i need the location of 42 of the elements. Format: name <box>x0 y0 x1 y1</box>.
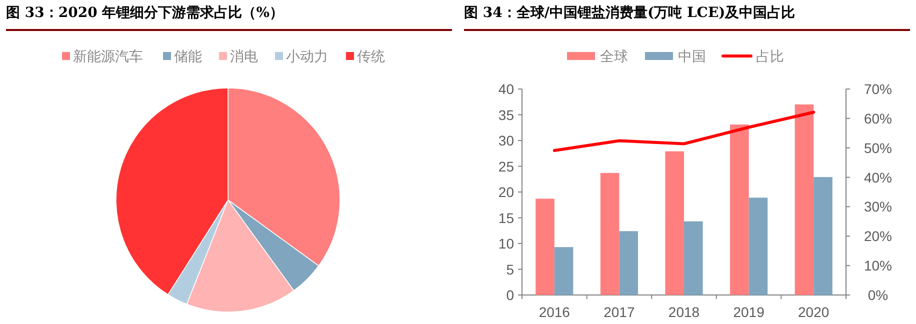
x-tick-label: 2020 <box>798 304 830 320</box>
x-tick-label: 2018 <box>668 304 700 320</box>
legend-label: 中国 <box>678 48 706 64</box>
y2-tick-label: 0% <box>868 287 888 303</box>
y2-tick-label: 30% <box>864 198 892 215</box>
bar <box>730 124 749 295</box>
y-tick-label: 10 <box>498 236 514 252</box>
y-tick-label: 35 <box>498 106 514 123</box>
y2-tick-label: 20% <box>864 228 892 244</box>
legend-label: 传统 <box>357 48 385 64</box>
legend-label: 全球 <box>600 48 628 64</box>
bar <box>536 198 554 295</box>
y-tick-label: 0 <box>506 287 514 303</box>
bar <box>794 104 814 295</box>
legend-label: 占比 <box>756 48 784 64</box>
y2-tick-label: 50% <box>864 140 892 156</box>
y-tick-label: 20 <box>498 184 514 200</box>
y2-tick-label: 40% <box>864 169 892 186</box>
y2-tick-label: 70% <box>864 81 892 97</box>
y-tick-label: 25 <box>498 158 514 174</box>
y2-tick-label: 10% <box>864 258 892 274</box>
bar <box>554 247 574 295</box>
x-tick-label: 2016 <box>538 304 570 320</box>
bar <box>814 177 832 295</box>
y-tick-label: 5 <box>506 261 514 278</box>
y-tick-label: 30 <box>498 132 514 148</box>
chart-title: 图 33：2020 年锂细分下游需求占比（%） <box>6 4 284 22</box>
bar <box>665 151 684 295</box>
x-tick-label: 2017 <box>604 304 635 320</box>
y2-tick-label: 60% <box>864 110 892 126</box>
x-tick-label: 2019 <box>733 304 765 320</box>
y-tick-label: 40 <box>498 81 514 97</box>
legend-label: 小动力 <box>286 48 328 64</box>
legend-label: 消电 <box>230 48 258 64</box>
bar <box>684 221 703 295</box>
bar <box>748 198 768 295</box>
legend-label: 新能源汽车 <box>73 48 143 64</box>
bar <box>619 231 638 295</box>
y-tick-label: 15 <box>498 210 514 226</box>
legend-label: 储能 <box>174 48 202 64</box>
chart-title: 图 34：全球/中国锂盐消费量(万吨 LCE)及中国占比 <box>464 4 796 22</box>
bar <box>600 172 620 295</box>
